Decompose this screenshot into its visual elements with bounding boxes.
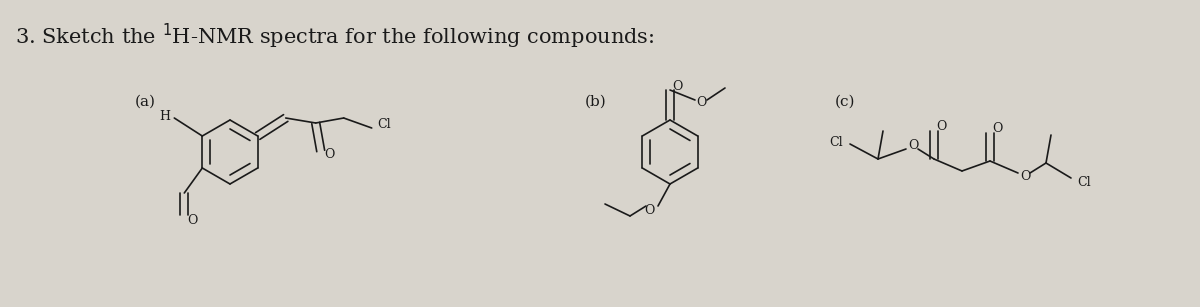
Text: O: O: [936, 121, 946, 134]
Text: O: O: [644, 204, 654, 216]
Text: Cl: Cl: [829, 135, 842, 149]
Text: 3. Sketch the $^{1}$H-NMR spectra for the following compounds:: 3. Sketch the $^{1}$H-NMR spectra for th…: [14, 22, 654, 51]
Text: (a): (a): [134, 95, 156, 109]
Text: O: O: [696, 96, 706, 110]
Text: (b): (b): [586, 95, 607, 109]
Text: Cl: Cl: [1078, 176, 1091, 188]
Text: O: O: [187, 213, 198, 227]
Text: O: O: [992, 122, 1002, 135]
Text: O: O: [672, 80, 682, 92]
Text: (c): (c): [835, 95, 856, 109]
Text: O: O: [1020, 169, 1030, 182]
Text: O: O: [908, 139, 918, 153]
Text: Cl: Cl: [377, 119, 390, 131]
Text: H: H: [158, 110, 169, 122]
Text: O: O: [324, 149, 335, 161]
